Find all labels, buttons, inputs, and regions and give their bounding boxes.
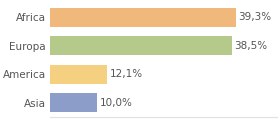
Bar bbox=[50, 65, 107, 84]
Bar bbox=[50, 93, 97, 112]
Text: 12,1%: 12,1% bbox=[110, 69, 143, 79]
Bar bbox=[50, 36, 232, 55]
Text: 38,5%: 38,5% bbox=[235, 41, 268, 51]
Bar bbox=[50, 8, 236, 27]
Text: 10,0%: 10,0% bbox=[100, 98, 133, 108]
Text: 39,3%: 39,3% bbox=[238, 12, 272, 22]
